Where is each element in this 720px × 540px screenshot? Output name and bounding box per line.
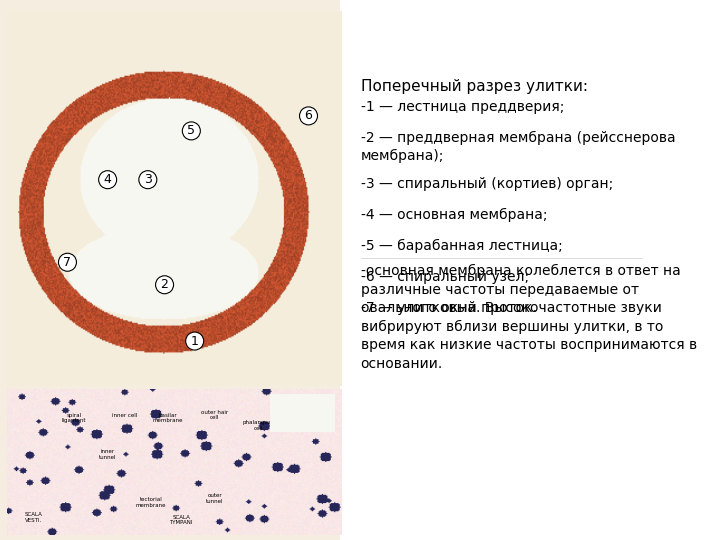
Text: -6 — спиральный узел;: -6 — спиральный узел; xyxy=(361,270,528,284)
Text: 3: 3 xyxy=(144,173,152,186)
Text: 5: 5 xyxy=(187,124,195,137)
Text: 6: 6 xyxy=(305,110,312,123)
Text: -основная мембрана колеблется в ответ на
различные частоты передаваемые от
оваль: -основная мембрана колеблется в ответ на… xyxy=(361,265,697,370)
Text: tectorial
membrane: tectorial membrane xyxy=(136,497,166,508)
Text: SCALA
TYMPANI: SCALA TYMPANI xyxy=(169,515,193,525)
Text: phalangeal
cell: phalangeal cell xyxy=(243,420,274,431)
Text: SCALA
VESTI.: SCALA VESTI. xyxy=(25,512,43,523)
Text: -3 — спиральный (кортиев) орган;: -3 — спиральный (кортиев) орган; xyxy=(361,177,613,191)
Text: Поперечный разрез улитки:: Поперечный разрез улитки: xyxy=(361,79,588,94)
Text: -4 — основная мембрана;: -4 — основная мембрана; xyxy=(361,208,547,222)
Text: basilar
membrane: basilar membrane xyxy=(153,413,183,423)
Text: -7 — улитковый проток.: -7 — улитковый проток. xyxy=(361,301,536,315)
Text: outer
tunnel: outer tunnel xyxy=(206,492,223,503)
Text: 1: 1 xyxy=(191,335,199,348)
Text: inner
tunnel: inner tunnel xyxy=(99,449,117,460)
Text: outer hair
cell: outer hair cell xyxy=(201,410,228,421)
Text: -2 — преддверная мембрана (рейсснерова
мембрана);: -2 — преддверная мембрана (рейсснерова м… xyxy=(361,131,675,163)
Text: spiral
ligament: spiral ligament xyxy=(62,413,86,423)
Text: 2: 2 xyxy=(161,278,168,291)
Text: inner cell: inner cell xyxy=(112,413,137,417)
Text: -1 — лестница преддверия;: -1 — лестница преддверия; xyxy=(361,100,564,114)
Text: 4: 4 xyxy=(104,173,112,186)
Text: -5 — барабанная лестница;: -5 — барабанная лестница; xyxy=(361,239,562,253)
Text: 7: 7 xyxy=(63,256,71,269)
